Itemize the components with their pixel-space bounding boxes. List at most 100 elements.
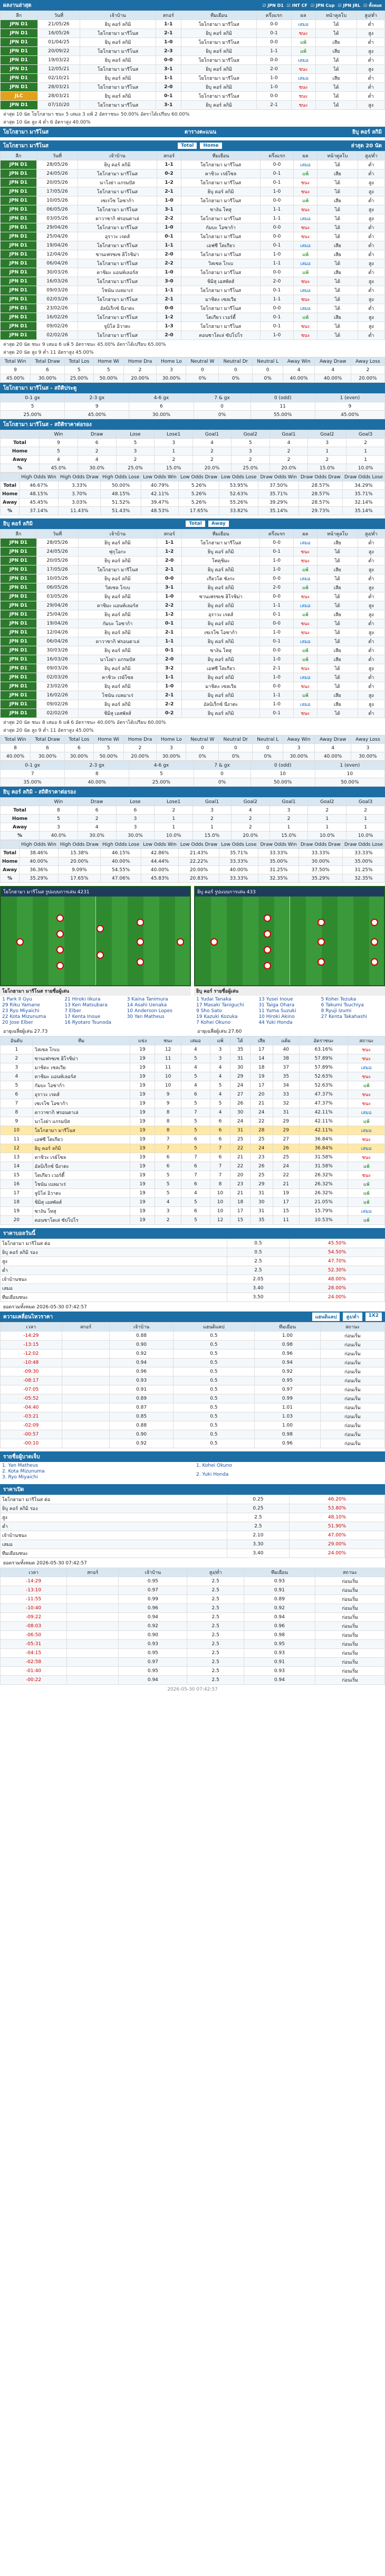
team-link[interactable]: เซเรโซ โอซาก้า (32, 1099, 130, 1108)
team-link[interactable]: ยิบุ คอร์ ลกิมิ (181, 637, 261, 646)
team-link[interactable]: นาโงย่า แกรมปัส (78, 178, 157, 187)
team-link[interactable]: ยิบุ คอร์ ลกิมิ (78, 700, 158, 709)
player-link[interactable]: 27 Kenta Takahashi (321, 1014, 367, 1020)
team-link[interactable]: มาชิดะ เซลเวีย (32, 1063, 130, 1072)
team-link[interactable]: โตเกียว เวอร์ดี้ (32, 1171, 130, 1180)
team-link[interactable]: ซางัน โทสุ (32, 1206, 130, 1216)
team-link[interactable]: ซางัน โทสุ (181, 205, 261, 214)
team-link[interactable]: คาวาซากิ ฟรอนตาเล่ (32, 1108, 130, 1117)
team-link[interactable]: โยโกฮามา มารีโนส (78, 259, 157, 268)
team-link[interactable]: ซางัน โทสุ (181, 646, 261, 655)
team-link[interactable]: โยโกฮามา มารีโนส (180, 37, 257, 47)
player-link[interactable]: 44 Yuki Honda (258, 1020, 293, 1025)
team-link[interactable]: ยิบุ คอร์ ลกิมิ (78, 160, 157, 169)
player-link[interactable]: 13 Yusei Inoue (258, 997, 293, 1002)
player-link[interactable]: 17 Kenta Inoue (64, 1014, 101, 1020)
team-link[interactable]: โชนัน เบลมาเร่ (78, 286, 157, 295)
team-link[interactable]: ยิบุ คอร์ ลกิมิ (181, 709, 261, 718)
team-link[interactable]: โยโกฮามา มารีโนส (78, 205, 157, 214)
tab-away[interactable]: Away (208, 521, 229, 527)
team-link[interactable]: โยโกฮามา มารีโนส (78, 277, 157, 286)
team-link[interactable]: ยิบุ คอร์ ลกิมิ (80, 91, 156, 101)
team-link[interactable]: โยโกฮามา มารีโนส (181, 160, 261, 169)
team-link[interactable]: โยโกฮามา มารีโนส (181, 322, 261, 331)
player-link[interactable]: 9 Sho Sato (196, 1008, 222, 1014)
team-link[interactable]: โยโกฮามา มารีโนส (181, 214, 261, 223)
player-marker[interactable] (317, 918, 325, 926)
team-link[interactable]: ยิบุ คอร์ ลกิมิ (181, 547, 261, 556)
team-link[interactable]: โยโกฮามา มารีโนส (78, 565, 158, 574)
team-link[interactable]: ยิบุ คอร์ ลกิมิ (181, 673, 261, 682)
player-link[interactable]: 30 Yan Matheus (127, 1014, 165, 1020)
filter-checkbox-3[interactable]: ☑ JPN JRL (338, 3, 361, 8)
team-link[interactable]: คอนซาโดเล่ ซัปโปโร (32, 1215, 130, 1225)
team-link[interactable]: โยโกฮามา มารีโนส (78, 169, 157, 178)
team-link[interactable]: โยโกฮามา มารีโนส (181, 232, 261, 241)
player-link[interactable]: 20 Jose Elber (2, 1020, 33, 1025)
player-link[interactable]: 1 Park Il Gyu (2, 997, 32, 1002)
team-link[interactable]: ยิบุ คอร์ ลกิมิ (78, 682, 158, 691)
team-link[interactable]: มาชิดะ เซลเวีย (181, 682, 261, 691)
team-link[interactable]: ยิบุ คอร์ ลกิมิ (80, 20, 156, 29)
player-marker[interactable] (210, 938, 218, 946)
team-link[interactable]: ยิบุ คอร์ ลกิมิ (80, 73, 156, 83)
team-link[interactable]: ยิบุ คอร์ ลกิมิ (78, 610, 158, 619)
player-link[interactable]: 7 Elber (64, 1008, 82, 1014)
team-link[interactable]: คาชิวะ เรย์โซล (181, 169, 261, 178)
player-marker[interactable] (96, 925, 104, 932)
team-link[interactable]: ฟุกุโอกะ (78, 547, 158, 556)
team-link[interactable]: โชนัน เบลมาเร่ (78, 691, 158, 700)
player-link[interactable]: 11 Yuma Suzuki (258, 1008, 296, 1014)
team-link[interactable]: จูบิโล่ อิวาตะ (78, 322, 157, 331)
team-link[interactable]: โยโกฮามา มารีโนส (181, 178, 261, 187)
player-link[interactable]: 17 Masaki Taniguchi (196, 1003, 244, 1008)
team-link[interactable]: ชิมิสุ เอสพัลส์ (78, 709, 158, 718)
player-marker[interactable] (317, 958, 325, 966)
team-link[interactable]: โยโกฮามา มารีโนส (80, 100, 156, 110)
player-marker[interactable] (56, 946, 64, 954)
player-link[interactable]: 16 Ryotaro Tsunoda (64, 1020, 111, 1025)
team-link[interactable]: ชิมิสุ เอสพัลส์ (181, 277, 261, 286)
player-link[interactable]: 3 Kaina Tanimura (127, 997, 168, 1002)
team-link[interactable]: ยิบุ คอร์ ลกิมิ (180, 100, 257, 110)
home-recent-filter[interactable]: ล่าสุด 20 นัด (351, 143, 382, 149)
team-link[interactable]: โชนัน เบลมาเร่ (32, 1180, 130, 1189)
team-link[interactable]: ซานเฟรซเซ ฮิโรชิม่า (78, 250, 157, 259)
team-link[interactable]: มาชิดะ เซลเวีย (181, 295, 261, 304)
team-link[interactable]: ชิมิสุ เอสพัลส์ (32, 1197, 130, 1207)
team-link[interactable]: เซเรโซ โอซาก้า (181, 628, 261, 637)
injured-player[interactable]: 2. Kota Mizunuma (2, 1469, 45, 1474)
team-link[interactable]: นาโงย่า แกรมปัส (78, 655, 158, 664)
team-link[interactable]: โยโกฮามา มารีโนส (181, 538, 261, 548)
team-link[interactable]: โยโกฮามา มารีโนส (78, 223, 157, 232)
player-marker[interactable] (317, 938, 325, 946)
player-link[interactable]: 19 Kazuki Kozuka (196, 1014, 238, 1020)
team-link[interactable]: ยิบุ คอร์ ลกิมิ (80, 55, 156, 65)
player-link[interactable]: 31 Taiga Ohara (258, 1003, 295, 1008)
player-marker[interactable] (370, 938, 378, 946)
team-link[interactable]: ยิบุ คอร์ ลกิมิ (180, 29, 257, 38)
team-link[interactable]: โยโกฮามา มารีโนส (180, 20, 257, 29)
team-link[interactable]: ยิบุ คอร์ ลกิมิ (78, 664, 158, 673)
team-link[interactable]: โยโกฮามา มารีโนส (80, 46, 156, 56)
team-link[interactable]: ยิบุ คอร์ ลกิมิ (180, 46, 257, 56)
player-marker[interactable] (56, 962, 64, 969)
team-link[interactable]: เกียวโต ซังกะ (181, 574, 261, 583)
team-link[interactable]: ยิบุ คอร์ ลกิมิ (78, 646, 158, 655)
team-link[interactable]: ซานเฟรซเซ ฮิโรชิม่า (181, 592, 261, 601)
player-marker[interactable] (56, 930, 64, 938)
team-link[interactable]: กัมบะ โอซาก้า (181, 223, 261, 232)
team-link[interactable]: โยโกฮามา มารีโนส (181, 250, 261, 259)
team-link[interactable]: วิสเซล โกเบ (32, 1045, 130, 1054)
player-link[interactable]: 1 Yudai Tanaka (196, 997, 232, 1002)
player-marker[interactable] (136, 918, 144, 926)
injured-player[interactable]: 1. Kohei Okuno (196, 1463, 232, 1468)
player-link[interactable]: 21 Hiroki Iikura (64, 997, 101, 1002)
team-link[interactable]: ยิบุ คอร์ ลกิมิ (78, 628, 158, 637)
team-link[interactable]: ยิบุ คอร์ ลกิมิ (80, 37, 156, 47)
player-link[interactable]: 22 Kota Mizunuma (2, 1014, 46, 1020)
team-link[interactable]: โยโกฮามา มารีโนส (32, 1126, 130, 1135)
team-link[interactable]: เอฟซี โตเกียว (181, 241, 261, 250)
team-link[interactable]: คาวาซากิ ฟรอนตาเล่ (78, 637, 158, 646)
player-link[interactable]: 7 Kohei Okuno (196, 1020, 231, 1025)
